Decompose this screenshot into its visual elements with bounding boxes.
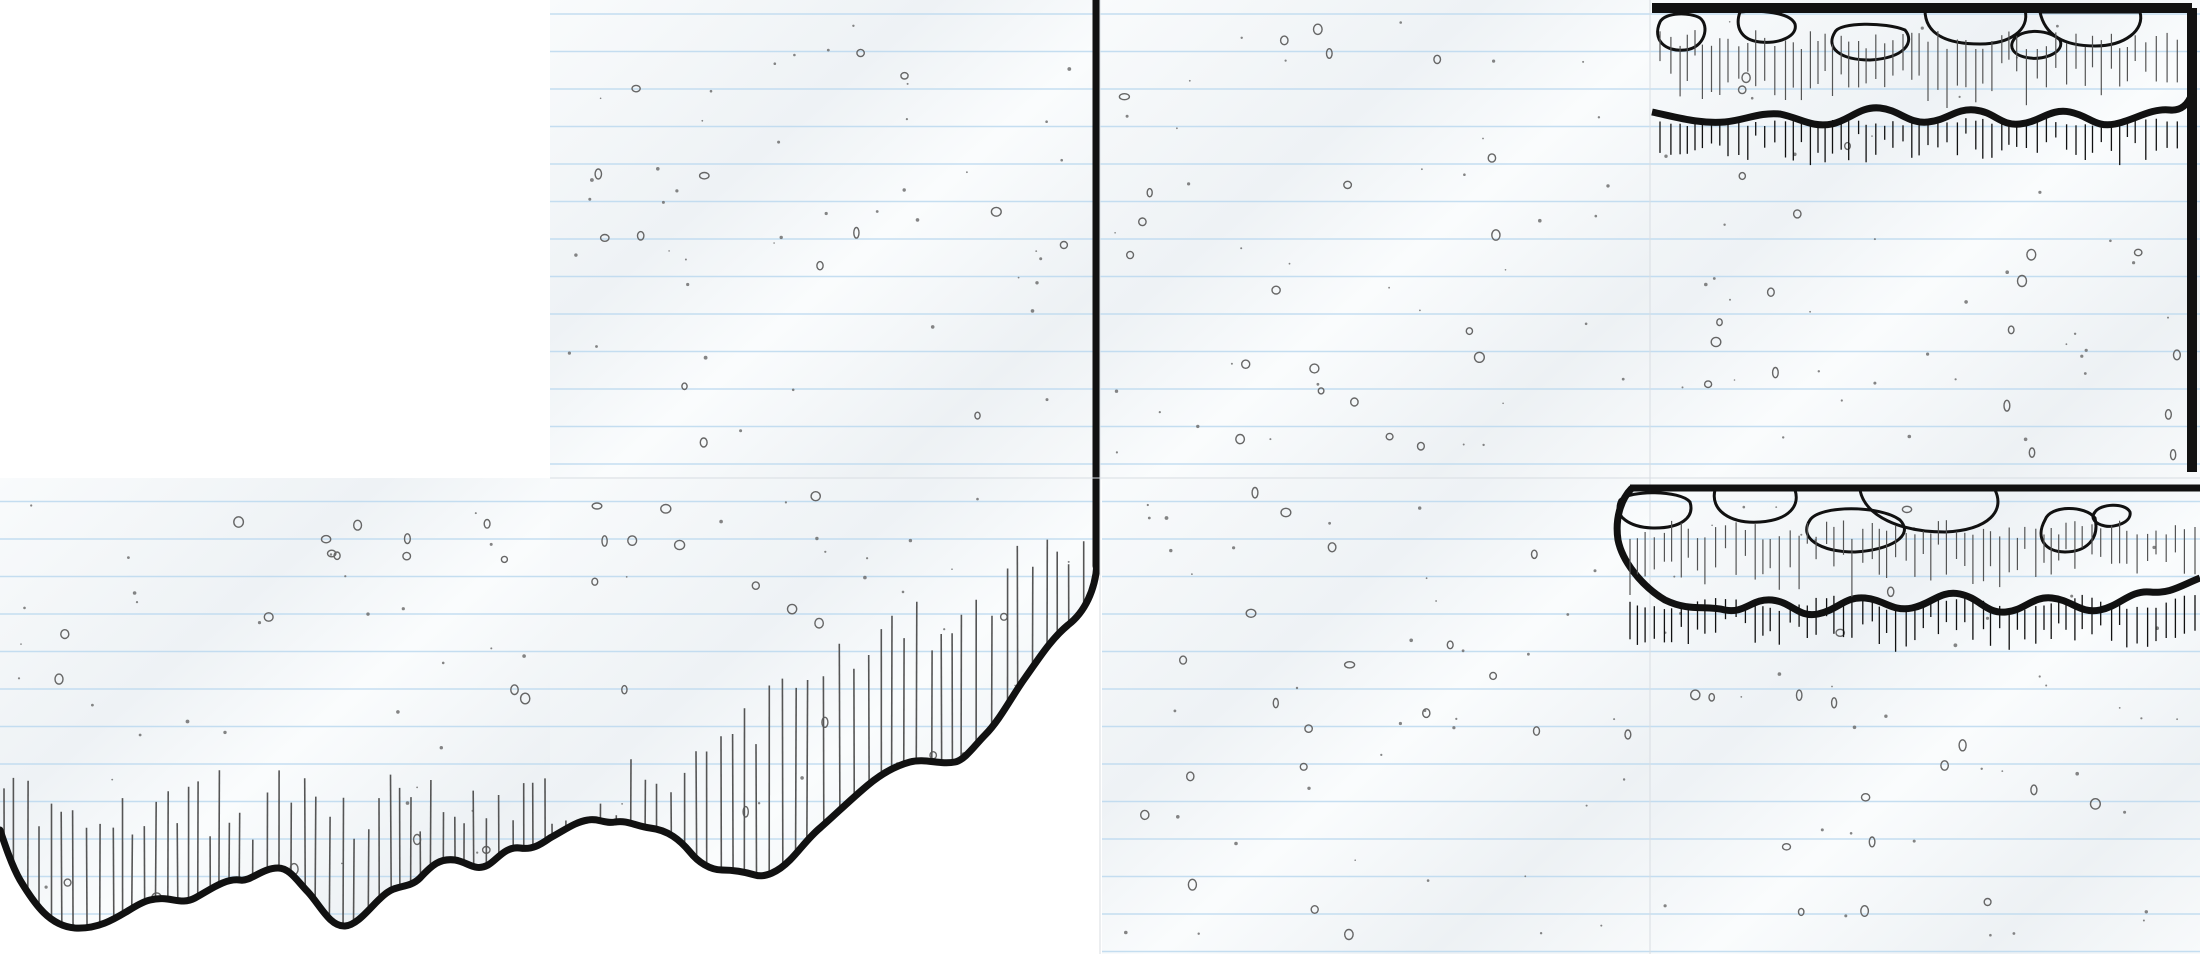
tile-seams	[550, 0, 2200, 954]
platform-hatching	[1659, 30, 2178, 166]
paper-tile-paper-fill-c	[1100, 477, 1650, 954]
platform-underside	[1651, 92, 2196, 129]
ground-cliff-edge	[0, 561, 1101, 932]
paper-tile-floating-platform	[1650, 477, 2200, 954]
platform-rocks	[1656, 8, 2143, 62]
platform-outline	[1613, 484, 2200, 619]
ruled-lines	[0, 13, 2200, 953]
floating-platform	[1613, 484, 2200, 652]
empty-tile-top-left	[0, 0, 550, 478]
void-below-ground	[0, 565, 1102, 954]
platform-hatching	[1629, 520, 2196, 652]
floating-platform-framed	[1651, 3, 2197, 472]
paper-specks	[17, 21, 2182, 941]
